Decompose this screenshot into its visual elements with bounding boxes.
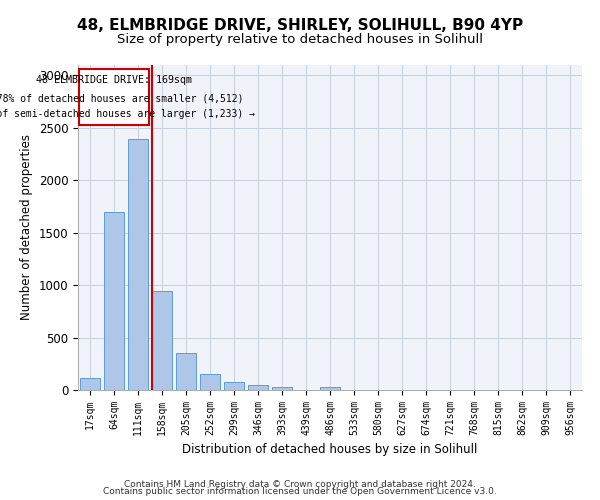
Text: Contains HM Land Registry data © Crown copyright and database right 2024.: Contains HM Land Registry data © Crown c…	[124, 480, 476, 489]
Text: 48, ELMBRIDGE DRIVE, SHIRLEY, SOLIHULL, B90 4YP: 48, ELMBRIDGE DRIVE, SHIRLEY, SOLIHULL, …	[77, 18, 523, 32]
Bar	[248, 385, 268, 390]
Text: 48 ELMBRIDGE DRIVE: 169sqm: 48 ELMBRIDGE DRIVE: 169sqm	[36, 76, 193, 86]
Bar	[320, 387, 340, 390]
Bar	[104, 212, 124, 390]
Bar	[200, 374, 220, 390]
Y-axis label: Number of detached properties: Number of detached properties	[20, 134, 33, 320]
Text: 21% of semi-detached houses are larger (1,233) →: 21% of semi-detached houses are larger (…	[0, 109, 256, 119]
Bar	[272, 387, 292, 390]
Text: ← 78% of detached houses are smaller (4,512): ← 78% of detached houses are smaller (4,…	[0, 94, 244, 104]
Text: Contains public sector information licensed under the Open Government Licence v3: Contains public sector information licen…	[103, 487, 497, 496]
Bar	[224, 382, 244, 390]
Bar	[80, 378, 100, 390]
X-axis label: Distribution of detached houses by size in Solihull: Distribution of detached houses by size …	[182, 444, 478, 456]
Bar	[152, 292, 172, 390]
Bar	[176, 354, 196, 390]
Bar	[79, 69, 149, 125]
Text: Size of property relative to detached houses in Solihull: Size of property relative to detached ho…	[117, 32, 483, 46]
Bar	[128, 140, 148, 390]
